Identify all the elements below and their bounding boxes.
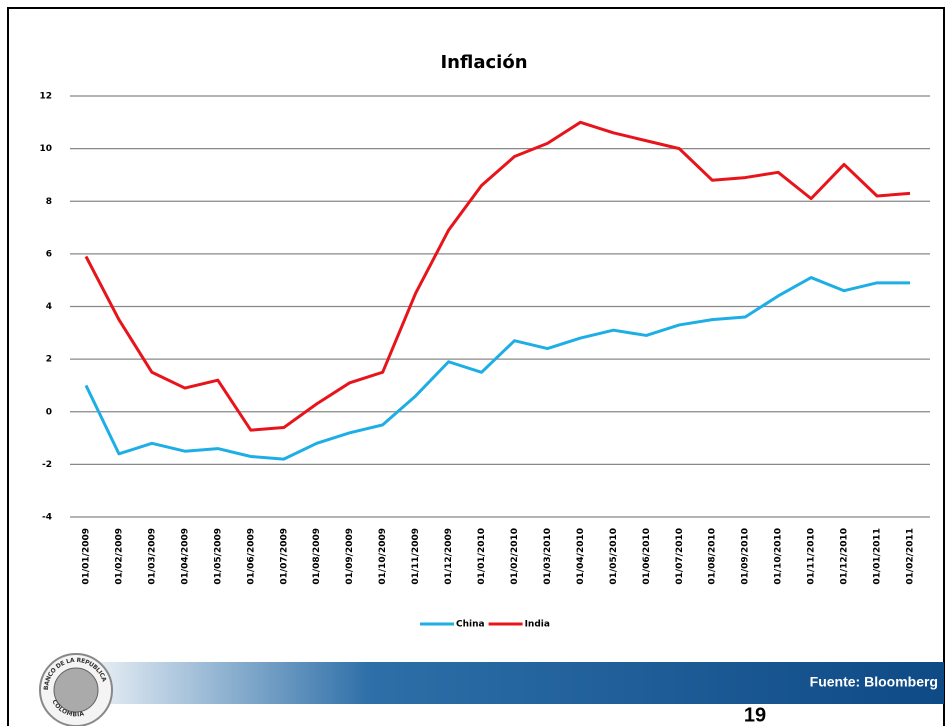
x-tick-label: 01/04/2010 (576, 528, 586, 585)
logo: BANCO DE LA REPUBLICA COLOMBIA (39, 653, 113, 726)
x-tick-label: 01/01/2011 (873, 528, 883, 585)
x-tick-label: 01/05/2010 (609, 528, 619, 585)
series-line (84, 276, 910, 461)
x-tick-label: 01/03/2009 (147, 528, 157, 585)
x-tick-label: 01/11/2010 (807, 528, 817, 585)
x-tick-label: 01/02/2009 (114, 528, 124, 585)
series-line (84, 120, 911, 432)
x-tick-label: 01/04/2009 (180, 528, 190, 585)
slide-border (7, 7, 945, 726)
x-tick-label: 01/10/2009 (378, 528, 388, 585)
page-number: 19 (744, 704, 766, 726)
x-tick-label: 01/10/2010 (774, 528, 784, 585)
x-tick-label: 01/11/2009 (411, 528, 421, 585)
x-tick-label: 01/09/2009 (345, 528, 355, 585)
x-tick-label: 01/08/2009 (312, 528, 322, 585)
x-tick-label: 01/12/2009 (444, 528, 454, 585)
y-tick-label: 12 (39, 92, 52, 102)
x-tick-label: 01/01/2010 (477, 528, 487, 585)
x-tick-label: 01/03/2010 (543, 528, 553, 585)
chart-title: Inflación (440, 52, 527, 73)
x-tick-label: 01/09/2010 (741, 528, 751, 585)
x-tick-label: 01/08/2010 (708, 528, 718, 585)
y-tick-label: 6 (46, 249, 52, 259)
y-tick-label: -2 (42, 460, 52, 470)
x-tick-label: 01/07/2009 (279, 528, 289, 585)
y-tick-label: 0 (46, 407, 52, 417)
y-tick-label: 8 (46, 197, 52, 207)
x-tick-label: 01/12/2010 (840, 528, 850, 585)
x-tick-label: 01/02/2011 (906, 528, 916, 585)
x-tick-label: 01/06/2010 (642, 528, 652, 585)
y-tick-label: 2 (46, 355, 52, 365)
x-tick-label: 01/06/2009 (246, 528, 256, 585)
y-tick-label: 4 (46, 302, 52, 312)
y-tick-label: 10 (39, 144, 52, 154)
legend-label: India (525, 620, 550, 630)
logo-head (53, 667, 99, 713)
footer-bar (60, 662, 944, 704)
y-tick-label: -4 (42, 513, 52, 523)
x-tick-label: 01/05/2009 (213, 528, 223, 585)
source: Fuente: Bloomberg (810, 674, 938, 690)
x-tick-label: 01/02/2010 (510, 528, 520, 585)
x-tick-label: 01/01/2009 (82, 528, 92, 585)
legend-label: China (456, 620, 485, 630)
x-tick-label: 01/07/2010 (675, 528, 685, 585)
